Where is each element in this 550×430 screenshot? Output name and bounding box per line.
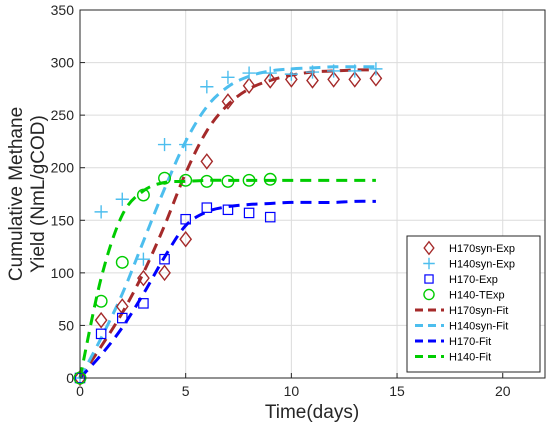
data-point (221, 174, 235, 188)
series-h140-texp (73, 171, 277, 385)
series-h140syn-exp (73, 62, 383, 385)
legend-label: H140-TExp (449, 290, 505, 302)
data-point (200, 80, 214, 94)
legend-marker (423, 288, 435, 301)
x-tick-label: 20 (495, 383, 511, 399)
data-point (263, 172, 277, 186)
data-point (264, 211, 276, 223)
data-point (94, 205, 108, 219)
y-tick-label: 50 (58, 317, 74, 333)
fit-line-h170-fit (78, 199, 376, 380)
x-tick-label: 15 (389, 383, 405, 399)
data-point (242, 66, 256, 80)
y-tick-label: 250 (51, 107, 75, 123)
data-point (158, 171, 172, 185)
fit-line-h140syn-fit (78, 65, 376, 379)
x-tick-label: 0 (76, 383, 84, 399)
data-point (115, 255, 129, 269)
data-point (180, 213, 191, 225)
data-point (179, 137, 193, 152)
data-point (73, 369, 87, 387)
data-point (115, 192, 129, 206)
data-point (242, 173, 256, 187)
fit-line-h140-fit (78, 178, 376, 379)
data-point (136, 252, 151, 266)
y-tick-label: 100 (51, 265, 75, 281)
data-point (306, 72, 319, 89)
x-axis-label: Time(days) (265, 402, 359, 423)
y-axis-label-line-2: Yield (NmL/gCOD) (28, 115, 49, 273)
data-point (95, 328, 107, 340)
y-tick-label: 300 (51, 55, 75, 71)
data-point (327, 71, 341, 88)
plot-frame (79, 9, 546, 379)
data-point (179, 173, 193, 187)
data-point (242, 77, 256, 95)
legend-marker (423, 240, 435, 256)
data-point (222, 204, 234, 216)
data-point (221, 70, 235, 84)
series-layer (73, 62, 383, 387)
x-tick-label: 5 (182, 383, 190, 399)
data-point (94, 294, 108, 308)
data-point (263, 66, 277, 80)
legend-label: H140syn-Exp (449, 259, 515, 271)
data-point (327, 64, 341, 78)
data-point (179, 230, 193, 248)
data-point (221, 93, 235, 110)
y-axis-label: Cumulative Methane Yield (NmL/gCOD) (6, 107, 49, 281)
data-point (305, 65, 320, 79)
data-point (137, 269, 150, 287)
legend-label: H170-Exp (449, 274, 498, 286)
legend-marker (423, 257, 435, 270)
legend: H170syn-Exp H140syn-Exp H170-Exp H140-TExp H… (406, 235, 541, 373)
data-point (159, 253, 170, 265)
legend-label: H170-Fit (449, 336, 491, 348)
legend-label: H170syn-Fit (449, 305, 508, 317)
data-point (136, 188, 150, 202)
data-point (348, 71, 362, 88)
data-point (263, 72, 277, 89)
data-point (200, 153, 214, 170)
y-tick-label: 350 (51, 2, 75, 18)
data-point (348, 64, 362, 78)
data-point (369, 70, 383, 87)
legend-label: H170syn-Exp (449, 243, 515, 255)
data-point (94, 311, 108, 329)
data-point (201, 202, 213, 213)
y-tick-label: 200 (51, 160, 75, 176)
data-point (116, 312, 128, 324)
data-point (243, 207, 255, 219)
legend-marker (424, 274, 434, 284)
y-tick-label: 150 (51, 212, 75, 228)
data-point (138, 298, 149, 309)
y-tick-label: 0 (66, 370, 74, 386)
data-point (200, 174, 214, 188)
data-point (157, 137, 172, 152)
data-point (369, 62, 383, 76)
y-axis-label-line-1: Cumulative Methane (6, 107, 27, 281)
legend-label: H140-Fit (449, 352, 491, 364)
data-point (158, 264, 171, 282)
legend-label: H140syn-Fit (449, 321, 508, 333)
data-point (284, 71, 298, 88)
x-tick-label: 10 (284, 383, 300, 399)
data-point (284, 67, 298, 81)
